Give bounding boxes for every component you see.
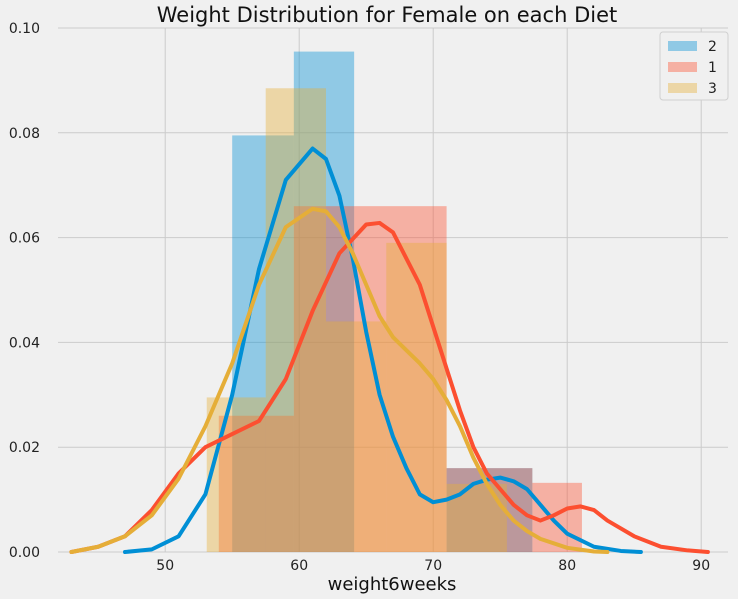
kde-curves [69,146,710,554]
legend-box [659,31,729,101]
x-tick-label: 90 [692,558,710,574]
x-axis-label: weight6weeks [328,574,457,595]
histogram-bar-series-1 [293,206,355,552]
chart-title: Weight Distribution for Female on each D… [157,3,618,27]
y-tick-label: 0.00 [9,545,40,561]
y-tick-label: 0.08 [9,126,40,142]
x-tick-labels: 50 60 70 80 90 [156,558,710,574]
kde-line-series-3 [69,206,610,554]
histogram-bar-series-3 [386,242,447,552]
x-tick-label: 70 [424,558,442,574]
legend-swatch [668,83,697,93]
histogram-bar-series-3 [326,321,387,552]
legend-swatch [668,41,697,51]
legend-label: 2 [708,39,717,55]
y-tick-label: 0.06 [9,231,40,247]
x-tick-label: 60 [290,558,308,574]
x-tick-label: 50 [156,558,174,574]
histogram-bar-series-1 [532,482,582,552]
x-tick-label: 80 [558,558,576,574]
kde-line-series-2 [123,146,643,554]
histogram-bar-series-2 [293,51,355,552]
histogram-bar-series-1 [218,415,294,552]
legend-label: 1 [708,60,717,76]
histogram-bars [206,51,582,553]
y-tick-label: 0.10 [9,21,40,37]
legend-swatch [668,62,697,72]
kde-line-series-1 [69,220,710,554]
grid [58,27,728,553]
histogram-bar-series-3 [265,88,326,552]
legend-label: 3 [708,81,717,97]
y-tick-label: 0.02 [9,440,40,456]
legend: 2 1 3 [659,31,729,101]
y-tick-labels: 0.00 0.02 0.04 0.06 0.08 0.10 [9,21,40,561]
y-tick-label: 0.04 [9,335,40,351]
